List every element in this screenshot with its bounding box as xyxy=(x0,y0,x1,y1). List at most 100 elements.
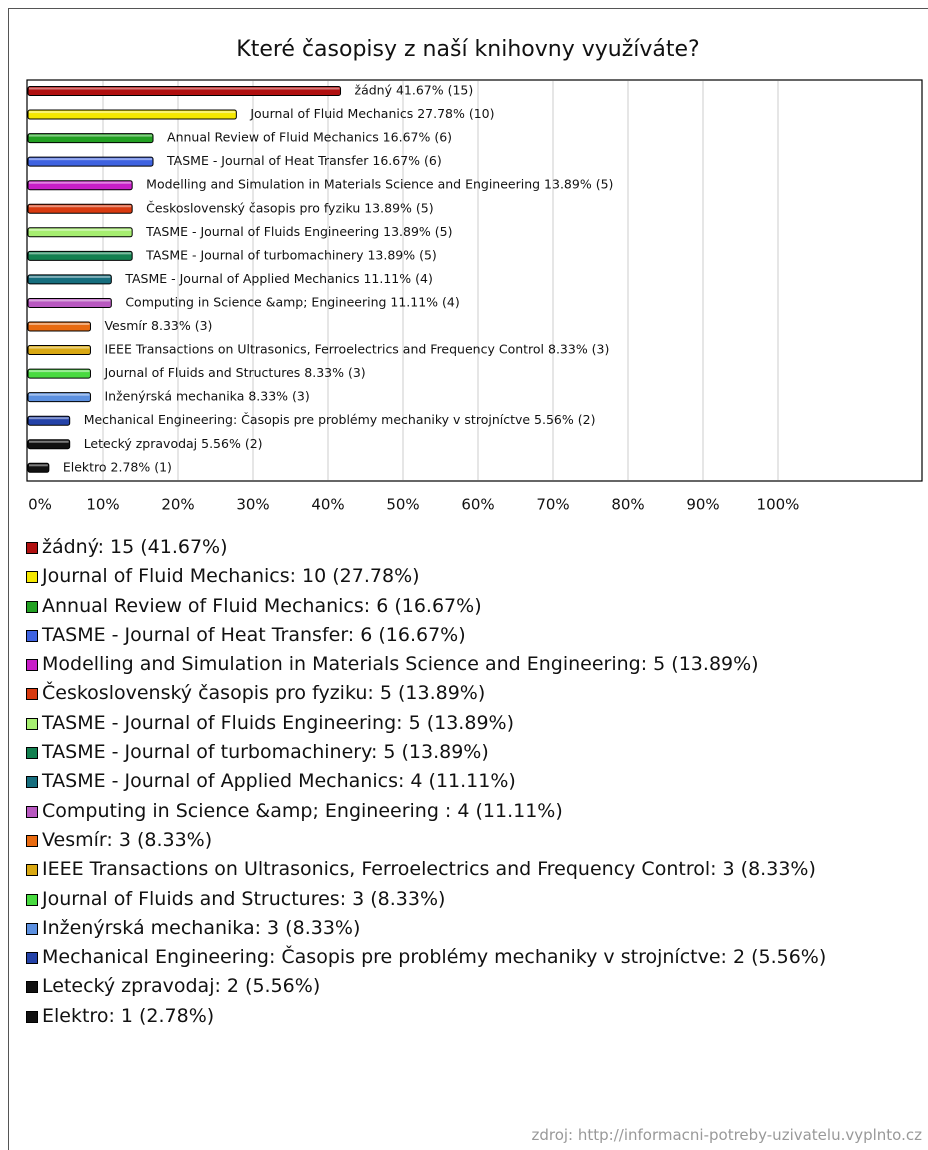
legend: žádný: 15 (41.67%) Journal of Fluid Mecha… xyxy=(26,533,926,1031)
x-tick-label: 60% xyxy=(461,496,494,514)
legend-item: Československý časopis pro fyziku: 5 (13… xyxy=(26,679,926,708)
data-label: Computing in Science &amp; Engineering 1… xyxy=(125,294,459,309)
legend-swatch xyxy=(26,864,38,877)
bar xyxy=(27,86,342,96)
data-label: TASME - Journal of Heat Transfer 16.67% … xyxy=(166,153,442,168)
bar xyxy=(27,321,91,332)
bar xyxy=(27,250,133,261)
bar-highlight xyxy=(29,252,132,255)
legend-item: žádný: 15 (41.67%) xyxy=(26,533,926,562)
x-tick-label: 10% xyxy=(86,496,119,514)
data-label: Letecký zpravodaj 5.56% (2) xyxy=(84,436,263,451)
legend-swatch xyxy=(26,952,38,965)
bar-highlight xyxy=(29,440,69,443)
legend-label: Inženýrská mechanika: 3 (8.33%) xyxy=(42,916,361,939)
data-label: TASME - Journal of Fluids Engineering 13… xyxy=(145,224,452,239)
legend-label: žádný: 15 (41.67%) xyxy=(42,536,228,558)
bar-highlight xyxy=(29,111,236,114)
chart-title: Které časopisy z naší knihovny využíváte… xyxy=(236,37,699,62)
bar xyxy=(27,345,91,356)
data-label: Inženýrská mechanika 8.33% (3) xyxy=(104,389,309,404)
data-label: Journal of Fluids and Structures 8.33% (… xyxy=(103,365,365,380)
bar xyxy=(27,439,71,450)
legend-item: TASME - Journal of turbomachinery: 5 (13… xyxy=(26,738,926,767)
bar xyxy=(27,156,154,167)
bar xyxy=(27,180,133,191)
legend-swatch xyxy=(26,571,38,584)
legend-item: Vesmír: 3 (8.33%) xyxy=(26,826,926,855)
bar xyxy=(27,415,71,426)
legend-label: Journal of Fluid Mechanics: 10 (27.78%) xyxy=(42,565,420,588)
legend-item: TASME - Journal of Heat Transfer: 6 (16.… xyxy=(26,621,926,650)
x-tick-label: 20% xyxy=(161,496,194,514)
legend-swatch xyxy=(26,776,38,789)
legend-item: Letecký zpravodaj: 2 (5.56%) xyxy=(26,972,926,1001)
bar-highlight xyxy=(29,87,340,90)
legend-label: Vesmír: 3 (8.33%) xyxy=(42,828,213,851)
x-tick-label: 0% xyxy=(28,496,52,514)
legend-swatch xyxy=(26,629,38,642)
frame xyxy=(8,8,928,1150)
source: zdroj: http://informacni-potreby-uzivate… xyxy=(531,1126,922,1144)
legend-item: TASME - Journal of Applied Mechanics: 4 … xyxy=(26,767,926,796)
legend-item: Modelling and Simulation in Materials Sc… xyxy=(26,650,926,679)
bar-highlight xyxy=(29,134,153,137)
bar xyxy=(27,203,133,214)
legend-label: Československý časopis pro fyziku: 5 (13… xyxy=(42,682,486,705)
legend-swatch xyxy=(26,600,38,613)
legend-swatch xyxy=(26,717,38,730)
bar-highlight xyxy=(29,228,132,231)
legend-label: IEEE Transactions on Ultrasonics, Ferroe… xyxy=(42,858,816,881)
legend-item: Annual Review of Fluid Mechanics: 6 (16.… xyxy=(26,592,926,621)
data-label: Vesmír 8.33% (3) xyxy=(104,318,212,333)
data-label: Annual Review of Fluid Mechanics 16.67% … xyxy=(167,130,452,145)
legend-label: Elektro: 1 (2.78%) xyxy=(42,1004,215,1027)
data-label: Modelling and Simulation in Materials Sc… xyxy=(146,177,613,192)
legend-item: Journal of Fluid Mechanics: 10 (27.78%) xyxy=(26,562,926,591)
legend-item: Elektro: 1 (2.78%) xyxy=(26,1002,926,1031)
legend-label: TASME - Journal of Heat Transfer: 6 (16.… xyxy=(42,623,466,646)
bar xyxy=(27,368,91,379)
bar xyxy=(27,392,91,403)
legend-item: IEEE Transactions on Ultrasonics, Ferroe… xyxy=(26,855,926,884)
legend-swatch xyxy=(26,922,38,935)
x-tick-label: 30% xyxy=(236,496,269,514)
data-label: žádný 41.67% (15) xyxy=(355,83,474,98)
data-label: Journal of Fluid Mechanics 27.78% (10) xyxy=(249,106,494,121)
legend-label: Letecký zpravodaj: 2 (5.56%) xyxy=(42,975,321,998)
legend-item: Computing in Science &amp; Engineering :… xyxy=(26,797,926,826)
bar-highlight xyxy=(29,464,48,467)
bar xyxy=(27,133,154,144)
legend-swatch xyxy=(26,659,38,672)
bar-highlight xyxy=(29,346,90,349)
data-label: IEEE Transactions on Ultrasonics, Ferroe… xyxy=(104,342,609,357)
data-label: Československý časopis pro fyziku 13.89%… xyxy=(146,200,433,215)
bar xyxy=(27,297,112,308)
legend-label: TASME - Journal of Applied Mechanics: 4 … xyxy=(42,770,516,793)
legend-swatch xyxy=(26,688,38,701)
bar-highlight xyxy=(29,181,132,184)
x-tick-label: 50% xyxy=(386,496,419,514)
bar-highlight xyxy=(29,370,90,373)
legend-label: Annual Review of Fluid Mechanics: 6 (16.… xyxy=(42,594,482,617)
x-tick-label: 70% xyxy=(536,496,569,514)
bar xyxy=(27,274,112,285)
bar-highlight xyxy=(29,205,132,208)
bar-highlight xyxy=(29,393,90,396)
bar xyxy=(27,462,50,473)
legend-item: Inženýrská mechanika: 3 (8.33%) xyxy=(26,914,926,943)
legend-item: Journal of Fluids and Structures: 3 (8.3… xyxy=(26,885,926,914)
bar xyxy=(27,227,133,238)
data-label: TASME - Journal of turbomachinery 13.89%… xyxy=(145,247,437,262)
legend-item: TASME - Journal of Fluids Engineering: 5… xyxy=(26,709,926,738)
bar-highlight xyxy=(29,323,90,325)
legend-label: Journal of Fluids and Structures: 3 (8.3… xyxy=(42,887,446,910)
bar-highlight xyxy=(29,417,69,420)
chart: Které časopisy z naší knihovny využíváte… xyxy=(26,37,923,514)
data-label: Elektro 2.78% (1) xyxy=(63,459,172,474)
bar-highlight xyxy=(29,158,153,161)
legend-swatch xyxy=(26,1010,38,1023)
legend-label: TASME - Journal of Fluids Engineering: 5… xyxy=(42,711,514,734)
bar xyxy=(27,109,237,120)
